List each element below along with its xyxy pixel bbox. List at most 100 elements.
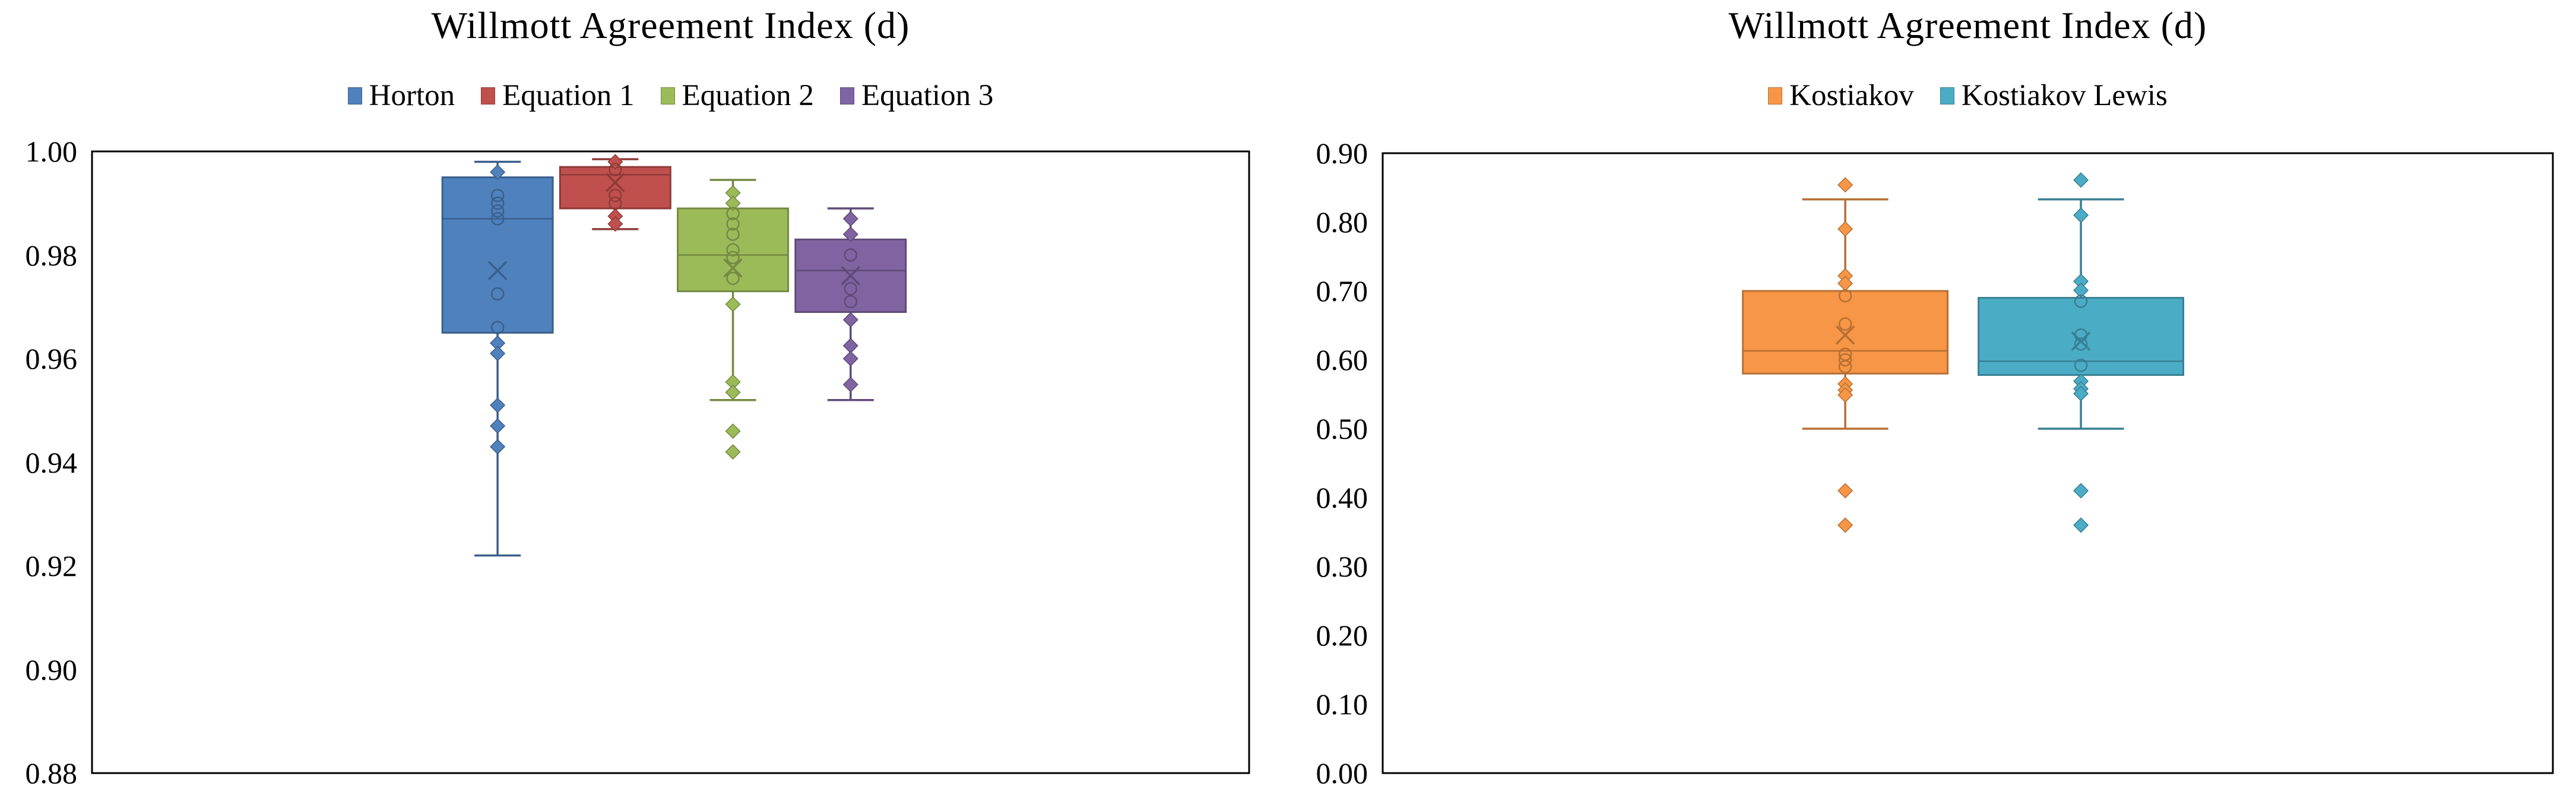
diamond-point [842, 376, 858, 392]
legend-item-kostiakov: Kostiakov [1768, 81, 1914, 111]
y-tick-label: 0.94 [25, 445, 78, 479]
circle-point [490, 212, 505, 226]
circle-point [726, 271, 740, 286]
diamond-point [1837, 177, 1853, 193]
chart-right-title: Willmott Agreement Index (d) [1728, 4, 2207, 46]
y-tick-label: 0.88 [25, 756, 78, 790]
circle-point [2074, 295, 2088, 308]
diamond-point [725, 384, 741, 400]
diamond-point [2073, 282, 2089, 298]
circle-point [726, 227, 740, 241]
circle-point [490, 287, 505, 301]
mean-x-marker [841, 266, 861, 286]
iqr-box [441, 176, 554, 334]
circle-point [2074, 359, 2088, 372]
y-tick-label: 0.90 [1316, 137, 1368, 170]
y-tick-label: 0.00 [1316, 756, 1368, 790]
boxplot-equation-1 [559, 154, 671, 232]
legend-label: Equation 2 [682, 79, 814, 112]
legend-swatch-icon [347, 87, 362, 105]
diamond-point [2073, 517, 2089, 533]
diamond-point [490, 164, 506, 180]
chart-left-legend: Horton Equation 1 Equation 2 Equation 3 [92, 81, 1249, 111]
circle-point [609, 197, 622, 210]
diamond-point [1837, 483, 1853, 499]
y-tick-label: 0.92 [25, 549, 78, 582]
legend-item-equation-3: Equation 3 [839, 79, 994, 112]
legend-swatch-icon [660, 87, 675, 105]
diamond-point [2073, 483, 2089, 499]
circle-point [1838, 317, 1852, 331]
diamond-point [1837, 517, 1853, 533]
chart-left-title: Willmott Agreement Index (d) [431, 4, 910, 46]
circle-point [2074, 337, 2088, 351]
diamond-point [842, 226, 858, 242]
y-tick-label: 0.98 [25, 238, 78, 272]
legend-item-kostiakov-lewis: Kostiakov Lewis [1940, 81, 2168, 111]
legend-item-horton: Horton [347, 79, 455, 112]
y-tick-label: 0.30 [1316, 550, 1368, 583]
boxplot-kostiakov-lewis [1978, 172, 2185, 533]
iqr-box [677, 207, 790, 293]
mean-x-marker [487, 261, 508, 280]
circle-point [726, 251, 740, 265]
y-tick-label: 0.50 [1316, 412, 1368, 445]
diamond-point [490, 346, 506, 362]
diamond-point [1837, 387, 1853, 403]
y-tick-label: 0.70 [1316, 274, 1368, 308]
legend-item-equation-1: Equation 1 [481, 79, 635, 112]
circle-point [1838, 353, 1852, 367]
legend-item-equation-2: Equation 2 [660, 79, 814, 112]
legend-label: Kostiakov Lewis [1961, 79, 2168, 112]
mean-x-marker [2071, 331, 2091, 351]
diamond-point [607, 216, 623, 232]
chart-right-legend: Kostiakov Kostiakov Lewis [1383, 81, 2553, 111]
legend-swatch-icon [1940, 87, 1954, 105]
iqr-box [1978, 297, 2185, 376]
diamond-point [725, 423, 741, 439]
circle-point [609, 163, 622, 176]
circle-point [490, 204, 505, 218]
y-tick-label: 0.80 [1316, 205, 1368, 239]
diamond-point [842, 211, 858, 227]
diamond-point [725, 444, 741, 460]
circle-point [490, 188, 505, 202]
boxplot-kostiakov [1742, 177, 1949, 533]
diamond-point [490, 439, 506, 455]
legend-label: Equation 1 [502, 79, 635, 112]
y-tick-label: 0.40 [1316, 481, 1368, 514]
diamond-point [725, 195, 741, 211]
legend-swatch-icon [1768, 87, 1783, 105]
diamond-point [2073, 172, 2089, 188]
legend-swatch-icon [481, 87, 496, 105]
diamond-point [490, 418, 506, 434]
circle-point [490, 197, 505, 210]
circle-point [844, 281, 858, 296]
plot-border [1382, 152, 2554, 774]
legend-swatch-icon [839, 87, 854, 105]
diamond-point [725, 296, 741, 312]
diamond-point [2073, 385, 2089, 401]
legend-label: Equation 3 [861, 79, 994, 112]
legend-label: Horton [369, 79, 455, 112]
boxplot-equation-2 [677, 179, 790, 460]
circle-point [1838, 360, 1852, 373]
diamond-point [842, 350, 858, 367]
y-tick-label: 0.60 [1316, 343, 1368, 376]
circle-point [726, 217, 740, 231]
y-tick-label: 1.00 [25, 135, 78, 168]
legend-label: Kostiakov [1789, 79, 1914, 112]
boxplot-horton [441, 160, 554, 557]
circle-point [490, 321, 505, 334]
boxplot-equation-3 [794, 207, 907, 401]
plot-border [91, 150, 1250, 774]
mean-x-marker [1835, 325, 1855, 345]
circle-point [726, 207, 740, 220]
diamond-point [1837, 221, 1853, 237]
diamond-point [2073, 207, 2089, 223]
y-tick-label: 0.96 [25, 342, 78, 375]
circle-point [609, 188, 622, 202]
